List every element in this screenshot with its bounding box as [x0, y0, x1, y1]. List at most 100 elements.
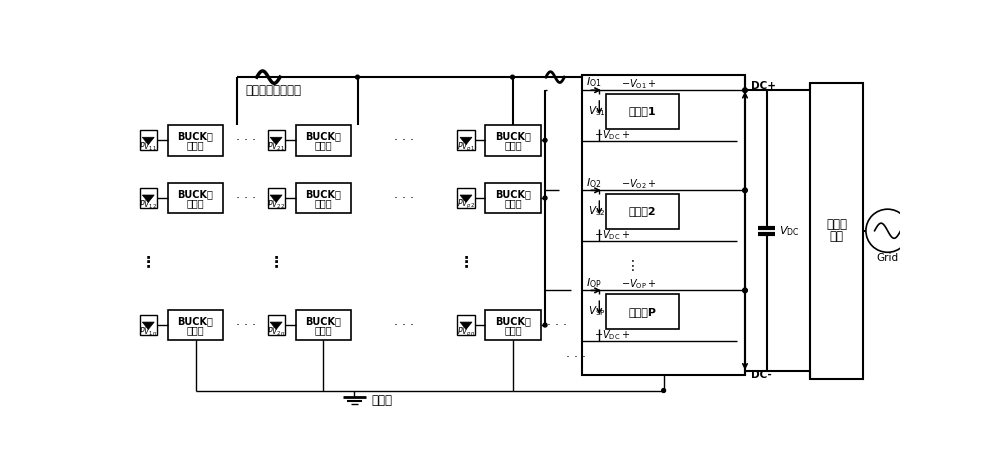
- Text: 优化器: 优化器: [315, 325, 332, 336]
- Text: $-V_{\mathrm{O1}}+$: $-V_{\mathrm{O1}}+$: [621, 77, 657, 91]
- Text: BUCK型: BUCK型: [495, 189, 531, 199]
- Text: 功率信号复合传输: 功率信号复合传输: [245, 84, 301, 98]
- Text: BUCK型: BUCK型: [305, 316, 341, 326]
- Polygon shape: [142, 137, 154, 144]
- Text: $PV_{pn}$: $PV_{pn}$: [457, 325, 475, 338]
- Text: ⋮: ⋮: [141, 254, 156, 269]
- Bar: [582, 75, 745, 375]
- Text: BUCK型: BUCK型: [305, 189, 341, 199]
- Bar: [457, 315, 475, 335]
- Text: $I_{\mathrm{O1}}$: $I_{\mathrm{O1}}$: [586, 75, 602, 89]
- Text: · · ·: · · ·: [236, 319, 256, 332]
- Text: $-V_{\mathrm{DC}}+$: $-V_{\mathrm{DC}}+$: [594, 328, 630, 342]
- Polygon shape: [270, 137, 282, 144]
- Bar: [168, 182, 223, 213]
- Circle shape: [356, 75, 359, 79]
- Text: 优化器: 优化器: [504, 199, 522, 208]
- Text: · · ·: · · ·: [236, 192, 256, 205]
- Text: $-V_{\mathrm{O2}}+$: $-V_{\mathrm{O2}}+$: [621, 177, 657, 191]
- Text: 优化器: 优化器: [504, 325, 522, 336]
- Text: 补偿器P: 补偿器P: [628, 307, 656, 317]
- Circle shape: [743, 288, 747, 293]
- Polygon shape: [270, 195, 282, 202]
- Text: 优化器: 优化器: [504, 141, 522, 150]
- Text: · · ·: · · ·: [394, 192, 414, 205]
- Text: BUCK型: BUCK型: [305, 131, 341, 141]
- Circle shape: [743, 188, 747, 193]
- Polygon shape: [270, 322, 282, 330]
- Text: $V_{\mathrm{SP}}$: $V_{\mathrm{SP}}$: [588, 305, 606, 319]
- Text: 汇流筱: 汇流筱: [371, 394, 392, 407]
- Bar: [140, 130, 157, 150]
- Bar: [810, 82, 863, 379]
- Text: $PV_{12}$: $PV_{12}$: [139, 199, 157, 211]
- Text: 并网逆: 并网逆: [826, 218, 847, 231]
- Bar: [457, 188, 475, 208]
- Text: · · ·: · · ·: [394, 319, 414, 332]
- Polygon shape: [460, 137, 472, 144]
- Bar: [140, 188, 157, 208]
- Polygon shape: [460, 322, 472, 330]
- Text: · · ·: · · ·: [566, 351, 586, 364]
- Text: 优化器: 优化器: [315, 199, 332, 208]
- Bar: [168, 125, 223, 156]
- Text: BUCK型: BUCK型: [495, 316, 531, 326]
- Circle shape: [743, 88, 747, 93]
- Bar: [268, 130, 285, 150]
- Polygon shape: [142, 322, 154, 330]
- Text: 补偿器2: 补偿器2: [629, 206, 656, 217]
- Text: 优化器: 优化器: [315, 141, 332, 150]
- Text: $PV_{22}$: $PV_{22}$: [267, 199, 285, 211]
- Text: DC+: DC+: [751, 81, 776, 91]
- Bar: [296, 310, 351, 340]
- Bar: [268, 315, 285, 335]
- Circle shape: [662, 388, 666, 393]
- Text: · · ·: · · ·: [236, 134, 256, 147]
- Text: Grid: Grid: [877, 253, 899, 263]
- Text: 补偿器1: 补偿器1: [629, 106, 656, 116]
- Text: $PV_{1n}$: $PV_{1n}$: [139, 326, 157, 338]
- Bar: [168, 310, 223, 340]
- Text: 优化器: 优化器: [187, 141, 204, 150]
- Text: $-V_{\mathrm{OP}}+$: $-V_{\mathrm{OP}}+$: [621, 277, 657, 291]
- Text: ⋮: ⋮: [268, 254, 284, 269]
- Text: BUCK型: BUCK型: [495, 131, 531, 141]
- Text: $PV_{11}$: $PV_{11}$: [139, 141, 157, 153]
- Text: $PV_{2n}$: $PV_{2n}$: [267, 326, 285, 338]
- Bar: [606, 94, 679, 129]
- Text: $PV_{p2}$: $PV_{p2}$: [457, 198, 475, 212]
- Text: BUCK型: BUCK型: [178, 189, 213, 199]
- Text: · · ·: · · ·: [547, 319, 567, 332]
- Text: DC-: DC-: [751, 370, 772, 380]
- Text: $I_{\mathrm{OP}}$: $I_{\mathrm{OP}}$: [586, 276, 602, 290]
- Bar: [296, 125, 351, 156]
- Text: $PV_{21}$: $PV_{21}$: [267, 141, 285, 153]
- Text: $V_{\mathrm{DC}}$: $V_{\mathrm{DC}}$: [779, 224, 800, 238]
- Text: ⋮: ⋮: [458, 254, 474, 269]
- Bar: [485, 310, 541, 340]
- Text: BUCK型: BUCK型: [178, 316, 213, 326]
- Circle shape: [543, 323, 547, 327]
- Text: 优化器: 优化器: [187, 199, 204, 208]
- Text: $V_{\mathrm{S1}}$: $V_{\mathrm{S1}}$: [588, 105, 606, 118]
- Text: BUCK型: BUCK型: [178, 131, 213, 141]
- Polygon shape: [460, 195, 472, 202]
- Circle shape: [511, 75, 514, 79]
- Circle shape: [543, 138, 547, 142]
- Bar: [485, 182, 541, 213]
- Bar: [268, 188, 285, 208]
- Circle shape: [543, 196, 547, 200]
- Bar: [606, 194, 679, 229]
- Text: 变器: 变器: [829, 231, 843, 244]
- Bar: [485, 125, 541, 156]
- Text: ⋮: ⋮: [626, 259, 640, 273]
- Text: $PV_{p1}$: $PV_{p1}$: [457, 141, 475, 154]
- Text: $-V_{\mathrm{DC}}+$: $-V_{\mathrm{DC}}+$: [594, 228, 630, 242]
- Bar: [606, 294, 679, 329]
- Bar: [457, 130, 475, 150]
- Text: · · ·: · · ·: [394, 134, 414, 147]
- Polygon shape: [142, 195, 154, 202]
- Text: 优化器: 优化器: [187, 325, 204, 336]
- Text: $-V_{\mathrm{DC}}+$: $-V_{\mathrm{DC}}+$: [594, 128, 630, 142]
- Text: $V_{\mathrm{S2}}$: $V_{\mathrm{S2}}$: [588, 205, 606, 219]
